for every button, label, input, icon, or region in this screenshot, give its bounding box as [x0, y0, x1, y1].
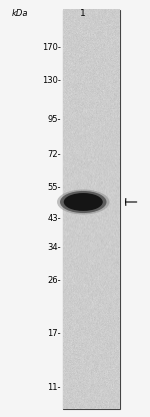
Text: 170-: 170-: [42, 43, 61, 52]
Ellipse shape: [64, 193, 103, 211]
Text: 11-: 11-: [47, 383, 61, 392]
Text: kDa: kDa: [12, 9, 28, 18]
Text: 43-: 43-: [47, 214, 61, 223]
Text: 26-: 26-: [47, 276, 61, 285]
Text: 72-: 72-: [47, 150, 61, 158]
Text: 130-: 130-: [42, 76, 61, 85]
Ellipse shape: [57, 189, 110, 214]
Text: 1: 1: [80, 9, 86, 18]
Text: 17-: 17-: [47, 329, 61, 338]
Ellipse shape: [60, 191, 106, 213]
Text: 95-: 95-: [47, 115, 61, 124]
Bar: [63, 10, 120, 409]
Text: 34-: 34-: [47, 243, 61, 252]
Text: 55-: 55-: [47, 183, 61, 192]
